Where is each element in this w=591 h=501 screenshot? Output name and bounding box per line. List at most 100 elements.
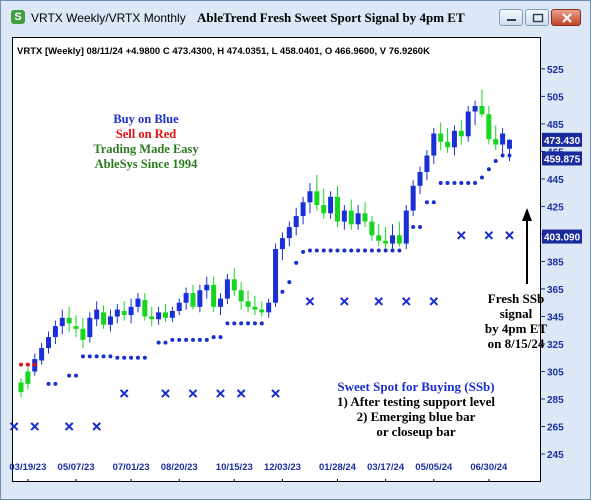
stop-dot [225, 321, 230, 326]
stop-dot [466, 181, 471, 186]
stop-dot [232, 321, 237, 326]
candle-body [25, 371, 31, 384]
app-icon: S [11, 10, 25, 24]
candle-body [18, 382, 24, 393]
legend-trading-made-easy: Trading Made Easy [93, 142, 199, 156]
candle-body [156, 312, 162, 320]
stop-dot [177, 337, 182, 342]
x-axis-ticks: 03/19/23 05/07/23 07/01/23 08/20/23 10/15/23… [9, 462, 508, 473]
stop-dot [418, 225, 423, 230]
stop-dot [80, 354, 85, 359]
y-tick-label: 425 [547, 202, 564, 213]
close-button[interactable] [551, 9, 581, 26]
candle-body [383, 240, 389, 244]
candle-body [506, 139, 512, 149]
minimize-button[interactable] [499, 9, 523, 26]
candle-body [245, 301, 251, 307]
stop-dot [184, 337, 189, 342]
legend-sell-on-red: Sell on Red [115, 127, 177, 141]
stop-dot [142, 355, 147, 360]
stop-dot [74, 373, 79, 378]
price-tags: 473.430 459.875 403.090 [542, 132, 582, 244]
y-tick-label: 485 [547, 120, 564, 131]
stop-dot [349, 248, 354, 253]
candle-body [101, 312, 107, 325]
y-axis-ticks: 2452652853053253453653854054254454654855… [541, 65, 564, 461]
stop-dot [390, 248, 395, 253]
y-tick-label: 285 [547, 395, 564, 406]
candle-body [328, 196, 334, 214]
fresh-signal-line-3: by 4pm ET [484, 321, 548, 336]
candle-body [403, 210, 409, 244]
y-tick-label: 525 [547, 65, 564, 76]
candle-body [66, 317, 72, 324]
stop-dot [204, 337, 209, 342]
fresh-signal-note: Fresh SSb signal by 4pm ET on 8/15/24 [456, 291, 576, 351]
candle-body [231, 279, 237, 291]
candle-body [286, 227, 292, 239]
window-title: VRTX Weekly/VRTX Monthly [31, 11, 186, 25]
stop-dot [218, 335, 223, 340]
y-tick-label: 505 [547, 92, 564, 103]
candle-body [80, 328, 86, 340]
stop-dot [376, 248, 381, 253]
stop-dot [301, 249, 306, 254]
stop-dots [19, 153, 512, 386]
x-tick-label: 05/05/24 [415, 462, 453, 473]
candle-body [266, 302, 272, 313]
candle-body [238, 290, 244, 302]
candle-body [341, 210, 347, 222]
candle-body [114, 309, 120, 317]
price-tag-label: 459.875 [544, 154, 581, 165]
candle-body [396, 235, 402, 244]
sweet-spot-marks [9, 231, 514, 431]
x-tick-label: 01/28/24 [319, 462, 357, 473]
stop-dot [122, 355, 127, 360]
candle-body [107, 316, 113, 325]
stop-dot [239, 321, 244, 326]
candle-body [472, 106, 478, 112]
stop-dot [280, 289, 285, 294]
stop-dot [19, 362, 23, 367]
x-tick-label: 08/20/23 [161, 462, 198, 473]
stop-dot [459, 181, 464, 186]
candle-body [493, 139, 499, 145]
candle-body [204, 284, 210, 291]
sweet-spot-x-mark [271, 389, 280, 398]
candle-body [451, 130, 457, 148]
stop-dot [363, 248, 367, 253]
candle-body [355, 213, 361, 225]
stop-dot [273, 289, 278, 294]
legend-buy-on-blue: Buy on Blue [113, 112, 179, 126]
candle-body [190, 293, 196, 307]
stop-dot [369, 248, 374, 253]
candle-bodies [18, 106, 512, 393]
stop-dot [101, 354, 106, 359]
candle-body [273, 249, 279, 303]
stop-dot [431, 200, 436, 205]
sweet-spot-x-mark [429, 297, 439, 306]
sweet-spot-x-mark [236, 389, 246, 398]
x-tick-label: 03/19/23 [9, 462, 46, 473]
sweet-spot-x-mark [401, 297, 411, 306]
stop-dot [108, 354, 113, 359]
candle-body [252, 306, 258, 310]
title-bar[interactable]: S VRTX Weekly/VRTX Monthly AbleTrend Fre… [1, 1, 590, 35]
candle-body [197, 290, 203, 307]
maximize-button[interactable] [525, 9, 549, 26]
candle-body [334, 196, 340, 222]
sweet-spot-x-mark [457, 231, 466, 240]
sweet-spot-x-mark [64, 422, 74, 431]
candle-body [321, 205, 327, 214]
x-tick-label: 07/01/23 [113, 462, 150, 473]
stop-dot [259, 321, 264, 326]
candle-body [348, 210, 354, 225]
chart-title: AbleTrend Fresh Sweet Sport Signal by 4p… [197, 10, 465, 25]
stop-dot [287, 280, 292, 285]
candle-body [445, 141, 451, 148]
candle-body [142, 299, 148, 317]
candle-body [486, 114, 492, 140]
candle-body [59, 317, 65, 327]
candle-body [293, 216, 299, 228]
legend-block: Buy on Blue Sell on Red Trading Made Eas… [71, 112, 221, 172]
